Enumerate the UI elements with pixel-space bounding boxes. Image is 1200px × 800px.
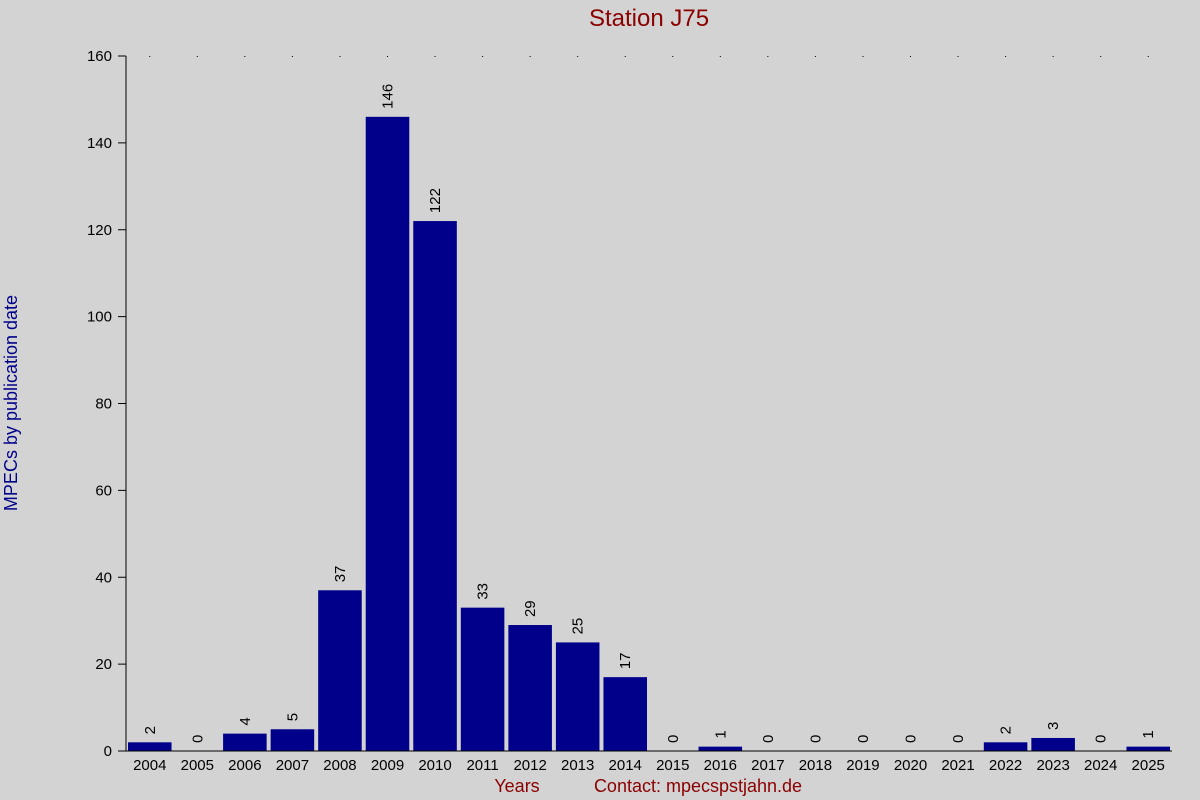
grid-dot [434, 56, 436, 57]
x-tick-label-2016: 2016 [704, 757, 737, 774]
value-label-2017: 0 [760, 735, 777, 743]
grid-dot [767, 56, 769, 57]
bar-2022 [983, 742, 1028, 751]
x-tick-label-2010: 2010 [418, 757, 451, 774]
value-label-2021: 0 [950, 735, 967, 743]
value-label-2011: 33 [475, 583, 492, 600]
x-tick-label-2025: 2025 [1132, 757, 1165, 774]
y-tick-label: 40 [95, 569, 112, 586]
value-label-2013: 25 [570, 618, 587, 635]
value-label-2005: 0 [189, 735, 206, 743]
grid-dot [577, 56, 579, 57]
grid-dot [387, 56, 388, 57]
x-tick-label-2012: 2012 [513, 757, 546, 774]
value-label-2024: 0 [1093, 735, 1110, 743]
grid-dot [1005, 56, 1007, 57]
value-label-2010: 122 [427, 188, 444, 213]
bar-2009 [365, 116, 410, 751]
x-tick-label-2020: 2020 [894, 757, 927, 774]
value-label-2025: 1 [1140, 730, 1157, 738]
x-tick-label-2014: 2014 [609, 757, 642, 774]
x-tick-label-2015: 2015 [656, 757, 689, 774]
x-tick-label-2005: 2005 [181, 757, 214, 774]
x-tick-label-2009: 2009 [371, 757, 404, 774]
y-tick-label: 60 [95, 482, 112, 499]
y-axis-label: MPECs by publication date [1, 295, 21, 511]
bar-2004 [128, 742, 172, 751]
grid-dot [957, 56, 959, 57]
value-label-2004: 2 [142, 726, 159, 734]
x-tick-label-2013: 2013 [561, 757, 594, 774]
bar-2011 [460, 607, 505, 751]
value-label-2020: 0 [903, 735, 920, 743]
grid-dot [672, 56, 674, 57]
grid-dot [1052, 56, 1054, 57]
x-tick-label-2022: 2022 [989, 757, 1022, 774]
bar-2010 [413, 221, 457, 751]
x-tick-label-2023: 2023 [1036, 757, 1069, 774]
bar-2013 [555, 642, 600, 751]
value-label-2007: 5 [284, 713, 301, 721]
value-label-2022: 2 [998, 726, 1015, 734]
x-tick-label-2017: 2017 [751, 757, 784, 774]
value-label-2006: 4 [237, 717, 254, 725]
grid-dot [244, 56, 246, 57]
x-tick-label-2021: 2021 [941, 757, 974, 774]
x-tick-label-2004: 2004 [133, 757, 166, 774]
bar-2012 [508, 625, 552, 751]
grid-dot [862, 56, 864, 57]
x-tick-label-2007: 2007 [276, 757, 309, 774]
grid-dot [196, 56, 198, 57]
grid-dot [149, 56, 151, 57]
value-label-2009: 146 [380, 84, 397, 109]
y-tick-label: 80 [95, 396, 112, 413]
x-tick-label-2024: 2024 [1084, 757, 1117, 774]
x-tick-label-2006: 2006 [228, 757, 261, 774]
value-label-2012: 29 [522, 600, 539, 617]
y-tick-label: 100 [87, 309, 112, 326]
x-tick-label-2018: 2018 [799, 757, 832, 774]
grid-dot [1100, 56, 1102, 57]
x-tick-label-2008: 2008 [323, 757, 356, 774]
grid-dot [814, 56, 816, 57]
x-axis-label: Years [494, 776, 539, 796]
grid-dot [482, 56, 484, 57]
x-tick-label-2011: 2011 [466, 757, 498, 774]
grid-dot [291, 56, 293, 57]
bar-2016 [698, 746, 743, 751]
contact-label: Contact: mpecspstjahn.de [594, 776, 802, 796]
grid-dot [624, 56, 626, 57]
y-tick-label: 140 [87, 135, 112, 152]
y-tick-label: 160 [87, 48, 112, 65]
value-label-2008: 37 [332, 566, 349, 583]
grid-dot [719, 56, 721, 57]
bar-2025 [1126, 746, 1170, 751]
value-label-2016: 1 [712, 730, 729, 738]
grid-dot [910, 56, 911, 57]
grid-dot [339, 56, 341, 57]
plot-area: 0204060801001201401602200402005420065200… [87, 48, 1172, 774]
bar-2014 [603, 677, 647, 751]
y-tick-label: 20 [95, 656, 112, 673]
value-label-2023: 3 [1045, 722, 1062, 730]
bar-2008 [318, 590, 362, 751]
grid-dot [529, 56, 531, 57]
bar-2007 [270, 729, 315, 751]
value-label-2014: 17 [617, 652, 634, 669]
y-tick-label: 120 [87, 222, 112, 239]
bar-2023 [1031, 737, 1075, 751]
value-label-2019: 0 [855, 735, 872, 743]
chart-title: Station J75 [589, 5, 709, 32]
value-label-2018: 0 [807, 735, 824, 743]
y-tick-label: 0 [104, 743, 112, 760]
grid-dot [1147, 56, 1149, 57]
value-label-2015: 0 [665, 735, 682, 743]
bar-2006 [223, 733, 267, 751]
x-tick-label-2019: 2019 [846, 757, 879, 774]
